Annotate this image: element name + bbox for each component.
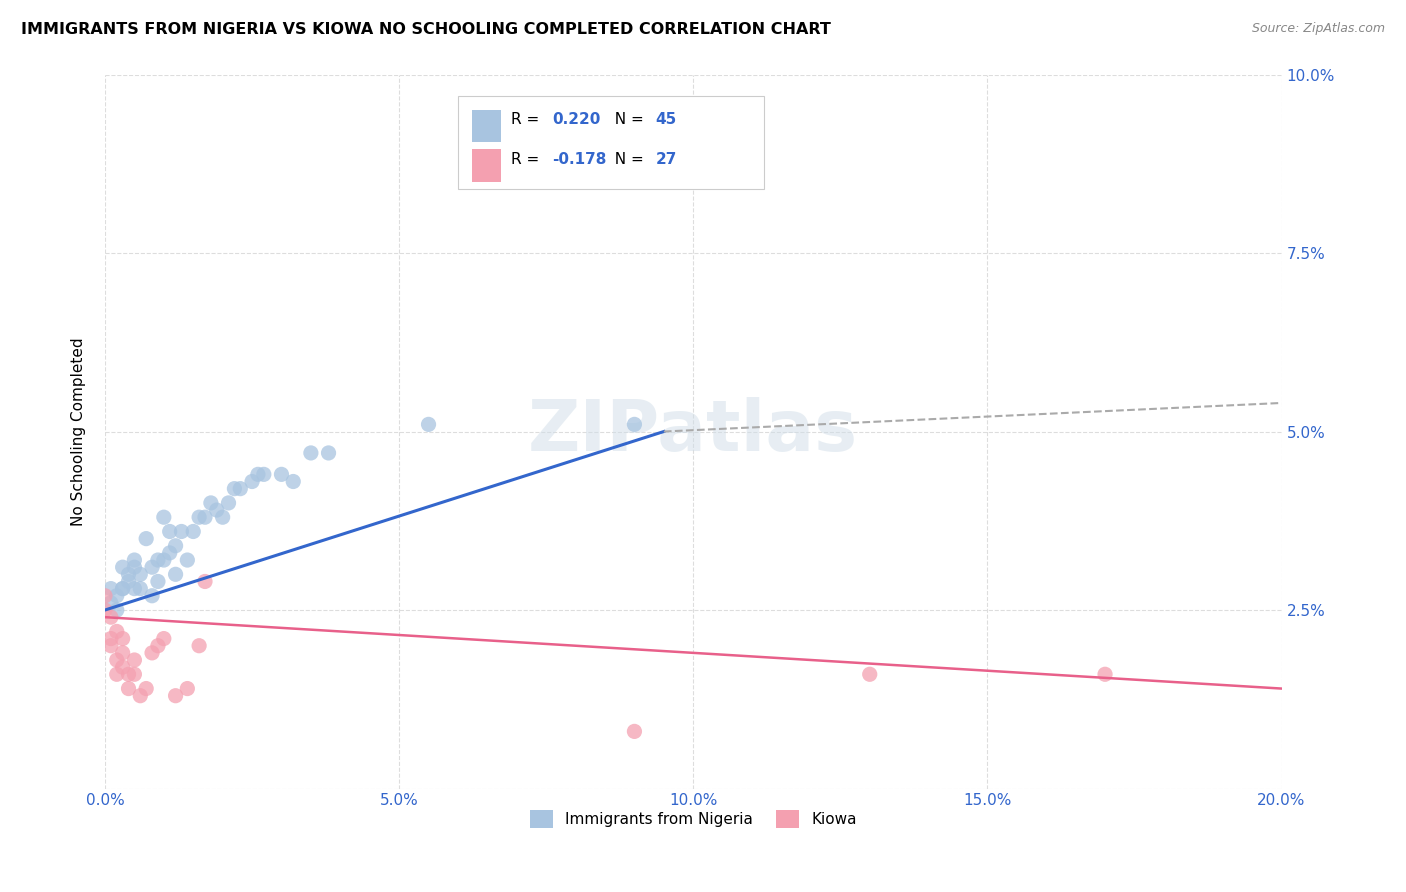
Point [188, 510, 211, 524]
Text: R =: R = [510, 112, 544, 128]
Point [165, 689, 187, 703]
Point [111, 582, 134, 596]
Point [146, 553, 169, 567]
Text: IMMIGRANTS FROM NIGERIA VS KIOWA NO SCHOOLING COMPLETED CORRELATION CHART: IMMIGRANTS FROM NIGERIA VS KIOWA NO SCHO… [21, 22, 831, 37]
Point [141, 560, 163, 574]
Point [117, 574, 139, 589]
Point [159, 546, 181, 560]
Point [176, 553, 198, 567]
Point [100, 582, 122, 596]
Point [105, 603, 128, 617]
Point [299, 446, 322, 460]
Point [418, 417, 440, 432]
Point [159, 524, 181, 539]
Point [623, 724, 645, 739]
Point [623, 417, 645, 432]
Point [224, 482, 246, 496]
Point [194, 510, 217, 524]
Point [153, 632, 176, 646]
Point [218, 496, 240, 510]
Point [117, 681, 139, 696]
Point [129, 582, 152, 596]
Point [111, 646, 134, 660]
Point [100, 632, 122, 646]
Point [135, 532, 157, 546]
Point [153, 510, 176, 524]
Point [111, 632, 134, 646]
Point [165, 567, 187, 582]
Point [111, 660, 134, 674]
Point [176, 681, 198, 696]
Text: 45: 45 [655, 112, 676, 128]
Point [111, 582, 134, 596]
Point [200, 496, 222, 510]
Point [124, 667, 146, 681]
Point [318, 446, 340, 460]
Point [124, 653, 146, 667]
Text: R =: R = [510, 152, 544, 167]
Text: Source: ZipAtlas.com: Source: ZipAtlas.com [1251, 22, 1385, 36]
Point [105, 653, 128, 667]
Point [105, 624, 128, 639]
Point [165, 539, 187, 553]
Point [94, 589, 117, 603]
Point [859, 667, 882, 681]
Point [170, 524, 193, 539]
Text: 0.220: 0.220 [553, 112, 600, 128]
Point [253, 467, 276, 482]
Point [240, 475, 263, 489]
Point [229, 482, 252, 496]
Point [283, 475, 305, 489]
Point [124, 560, 146, 574]
Point [100, 639, 122, 653]
Point [105, 667, 128, 681]
Legend: Immigrants from Nigeria, Kiowa: Immigrants from Nigeria, Kiowa [524, 804, 863, 834]
Point [129, 567, 152, 582]
Point [146, 639, 169, 653]
Point [111, 560, 134, 574]
Point [100, 596, 122, 610]
Point [141, 646, 163, 660]
Text: N =: N = [605, 152, 648, 167]
Point [141, 589, 163, 603]
Point [100, 610, 122, 624]
Point [146, 574, 169, 589]
FancyBboxPatch shape [458, 96, 763, 189]
Point [94, 603, 117, 617]
Y-axis label: No Schooling Completed: No Schooling Completed [72, 337, 86, 526]
Point [124, 553, 146, 567]
Point [194, 574, 217, 589]
Point [117, 667, 139, 681]
Text: 27: 27 [655, 152, 676, 167]
Text: N =: N = [605, 112, 648, 128]
FancyBboxPatch shape [472, 111, 502, 143]
Point [129, 689, 152, 703]
Point [181, 524, 204, 539]
Point [124, 582, 146, 596]
Point [153, 553, 176, 567]
Point [188, 639, 211, 653]
Point [117, 567, 139, 582]
FancyBboxPatch shape [472, 150, 502, 182]
Point [211, 510, 233, 524]
Point [1094, 667, 1116, 681]
Text: ZIPatlas: ZIPatlas [529, 397, 858, 466]
Point [270, 467, 292, 482]
Point [105, 589, 128, 603]
Point [246, 467, 269, 482]
Text: -0.178: -0.178 [553, 152, 606, 167]
Point [205, 503, 228, 517]
Point [135, 681, 157, 696]
